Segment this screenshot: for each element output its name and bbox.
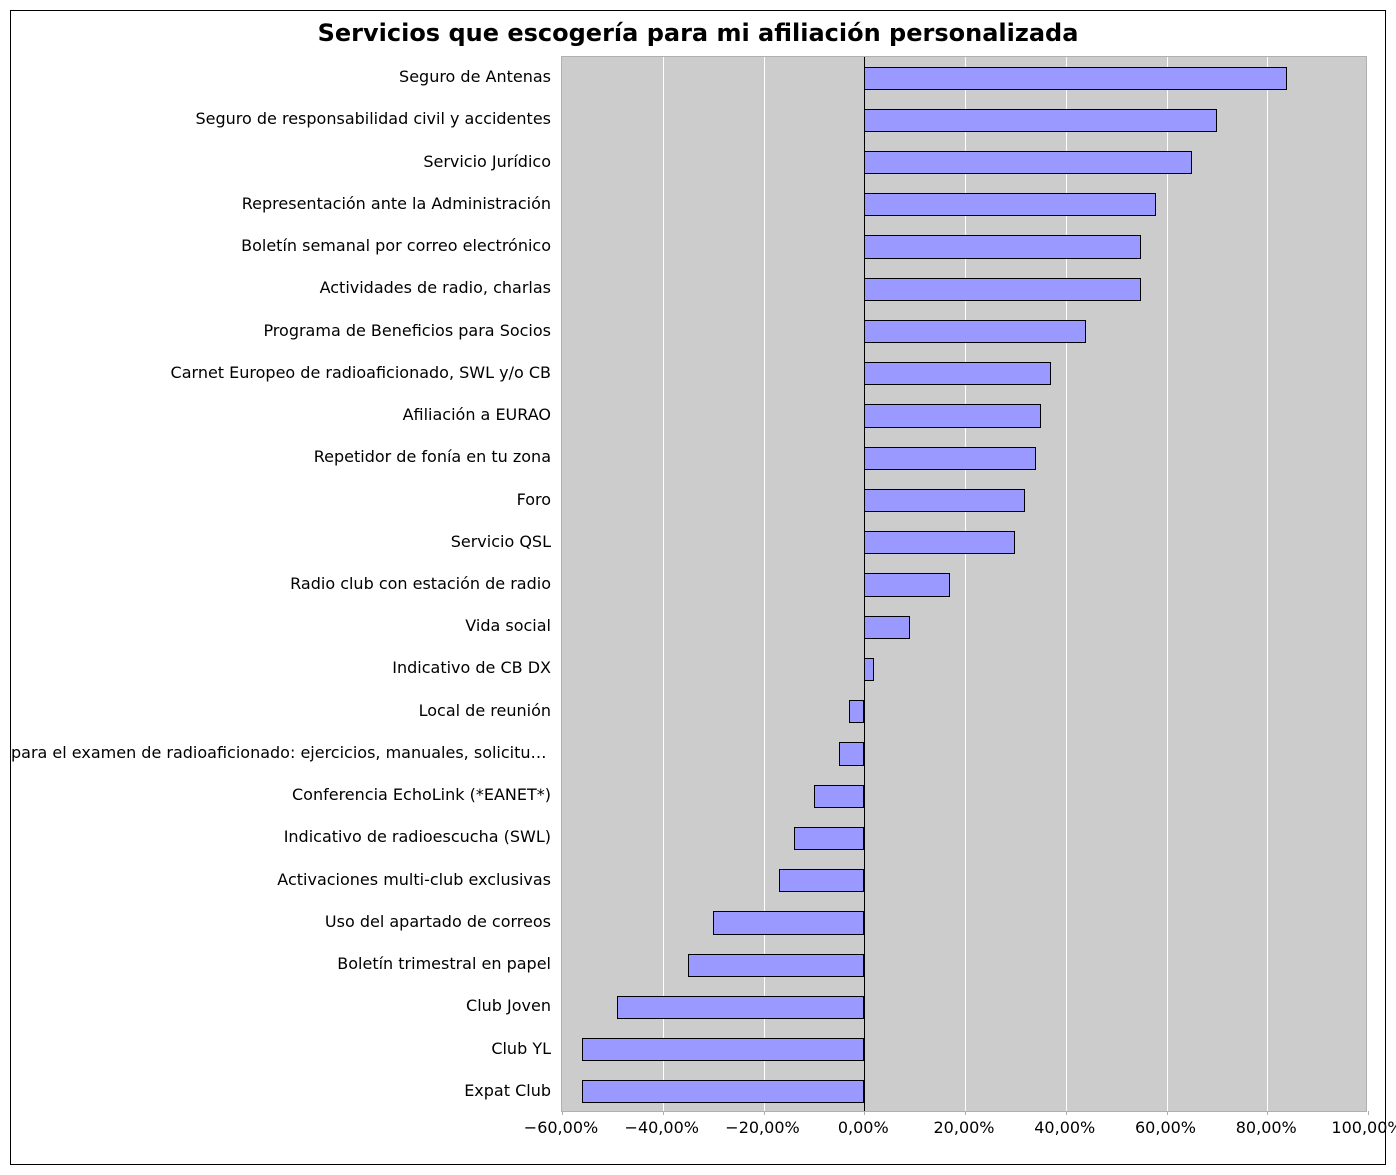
bar xyxy=(864,447,1035,470)
y-axis-category-label: Club Joven xyxy=(11,996,551,1015)
bar xyxy=(864,573,950,596)
bar xyxy=(582,1038,864,1061)
plot-area xyxy=(561,56,1367,1112)
gridline xyxy=(1267,57,1268,1111)
bar xyxy=(794,827,865,850)
x-axis-tick-label: 60,00% xyxy=(1135,1118,1196,1137)
bar xyxy=(864,151,1191,174)
y-axis-category-label: Vida social xyxy=(11,616,551,635)
bar xyxy=(582,1080,864,1103)
x-tick xyxy=(663,1111,664,1115)
bar xyxy=(864,320,1086,343)
bar xyxy=(864,235,1141,258)
x-tick xyxy=(1066,1111,1067,1115)
y-axis-category-label: Uso del apartado de correos xyxy=(11,912,551,931)
x-tick xyxy=(562,1111,563,1115)
y-axis-category-label: Foro xyxy=(11,490,551,509)
x-axis-tick-label: −20,00% xyxy=(725,1118,799,1137)
y-axis-category-label: Expat Club xyxy=(11,1081,551,1100)
bar xyxy=(864,362,1050,385)
x-axis-tick-label: −60,00% xyxy=(524,1118,598,1137)
gridline xyxy=(663,57,664,1111)
bar xyxy=(864,278,1141,301)
bar xyxy=(713,911,864,934)
y-axis-category-label: Activaciones multi-club exclusivas xyxy=(11,870,551,889)
y-axis-category-label: Programa de Beneficios para Socios xyxy=(11,321,551,340)
y-axis-category-label: Actividades de radio, charlas xyxy=(11,278,551,297)
y-axis-labels: Seguro de Antenas Seguro de responsabilid… xyxy=(11,56,551,1112)
y-axis-category-label: Servicio QSL xyxy=(11,532,551,551)
y-axis-category-label: Carnet Europeo de radioaficionado, SWL y… xyxy=(11,363,551,382)
bar xyxy=(839,742,864,765)
y-axis-category-label: Representación ante la Administración xyxy=(11,194,551,213)
bar xyxy=(864,193,1156,216)
chart-title: Servicios que escogería para mi afiliaci… xyxy=(11,11,1385,51)
y-axis-category-label: Conferencia EchoLink (*EANET*) xyxy=(11,785,551,804)
y-axis-category-label: Boletín trimestral en papel xyxy=(11,954,551,973)
y-axis-category-label: para el examen de radioaficionado: ejerc… xyxy=(11,743,551,762)
y-axis-category-label: Indicativo de CB DX xyxy=(11,658,551,677)
bar xyxy=(688,954,864,977)
bar xyxy=(864,616,909,639)
bar xyxy=(864,404,1040,427)
y-axis-category-label: Servicio Jurídico xyxy=(11,152,551,171)
gridline xyxy=(1368,57,1369,1111)
plot-wrapper xyxy=(561,56,1367,1112)
y-axis-category-label: Boletín semanal por correo electrónico xyxy=(11,236,551,255)
x-tick xyxy=(1368,1111,1369,1115)
y-axis-category-label: Radio club con estación de radio xyxy=(11,574,551,593)
chart-container: Servicios que escogería para mi afiliaci… xyxy=(10,10,1386,1165)
bar xyxy=(864,658,874,681)
zero-line xyxy=(864,57,865,1111)
bar xyxy=(864,67,1287,90)
x-tick xyxy=(1167,1111,1168,1115)
x-axis-tick-label: 100,00% xyxy=(1331,1118,1396,1137)
bar xyxy=(864,109,1217,132)
bar xyxy=(617,996,864,1019)
y-axis-category-label: Indicativo de radioescucha (SWL) xyxy=(11,827,551,846)
bar xyxy=(814,785,864,808)
x-tick xyxy=(965,1111,966,1115)
y-axis-category-label: Repetidor de fonía en tu zona xyxy=(11,447,551,466)
x-axis-tick-label: 40,00% xyxy=(1034,1118,1095,1137)
y-axis-category-label: Afiliación a EURAO xyxy=(11,405,551,424)
x-axis-labels: −60,00%−40,00%−20,00%0,00%20,00%40,00%60… xyxy=(561,1118,1367,1142)
bar xyxy=(864,489,1025,512)
bar xyxy=(849,700,864,723)
gridline xyxy=(1167,57,1168,1111)
x-tick xyxy=(764,1111,765,1115)
x-axis-tick-label: 0,00% xyxy=(838,1118,889,1137)
x-axis-tick-label: −40,00% xyxy=(625,1118,699,1137)
y-axis-category-label: Seguro de Antenas xyxy=(11,67,551,86)
x-axis-tick-label: 20,00% xyxy=(933,1118,994,1137)
x-tick xyxy=(1267,1111,1268,1115)
bar xyxy=(779,869,865,892)
y-axis-category-label: Local de reunión xyxy=(11,701,551,720)
bar xyxy=(864,531,1015,554)
x-axis-tick-label: 80,00% xyxy=(1236,1118,1297,1137)
x-tick xyxy=(864,1111,865,1115)
y-axis-category-label: Seguro de responsabilidad civil y accide… xyxy=(11,109,551,128)
y-axis-category-label: Club YL xyxy=(11,1039,551,1058)
